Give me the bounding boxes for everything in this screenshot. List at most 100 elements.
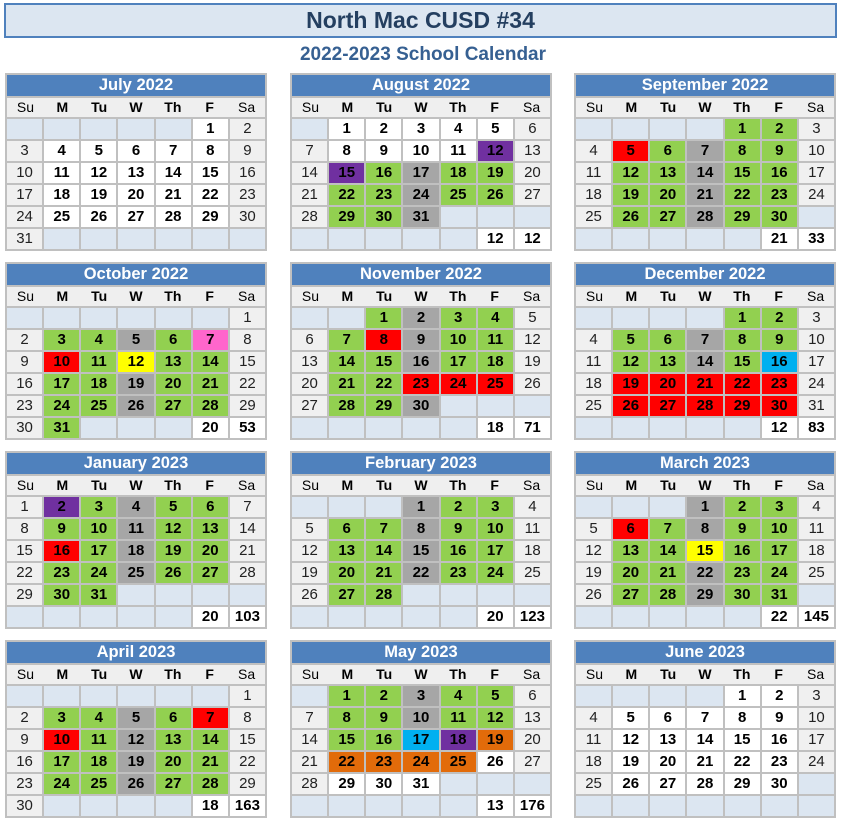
day-cell: 21 bbox=[329, 374, 365, 394]
day-cell: 8 bbox=[724, 141, 760, 161]
day-cell: 19 bbox=[613, 752, 649, 772]
weekday-label: W bbox=[129, 99, 143, 115]
empty-cell bbox=[576, 686, 612, 706]
day-cell: 17 bbox=[477, 541, 513, 561]
empty-cell bbox=[44, 607, 80, 627]
empty-cell bbox=[329, 607, 365, 627]
day-cell: 26 bbox=[613, 207, 649, 227]
weekday-label: Su bbox=[585, 99, 603, 115]
day-cell: 18 bbox=[440, 163, 476, 183]
weekday-label: W bbox=[698, 288, 712, 304]
day-cell: 20 bbox=[155, 374, 191, 394]
day-cell: 1 bbox=[229, 308, 265, 328]
empty-cell bbox=[118, 308, 154, 328]
day-cell: 16 bbox=[366, 730, 402, 750]
day-cell: 3 bbox=[798, 119, 834, 139]
day-cell: 12 bbox=[477, 141, 513, 161]
day-cell: 22 bbox=[229, 374, 265, 394]
month-april-2023: April 2023 Su M Tu W Th F Sa 1 2 3 4 5 6 7 8 9 10 11 12 13 14… bbox=[5, 640, 267, 818]
day-grid: 1 2 3 4 5 6 7 8 9 10 11 12 13 14 15 16 17 18 19 20 21 22 23 24 2… bbox=[576, 497, 834, 627]
day-cell: 23 bbox=[7, 774, 43, 794]
weekday-label: Su bbox=[16, 666, 34, 682]
day-cell: 16 bbox=[403, 352, 439, 372]
weekday-label: F bbox=[774, 99, 783, 115]
day-cell: 28 bbox=[650, 585, 686, 605]
day-cell: 10 bbox=[44, 352, 80, 372]
day-cell: 15 bbox=[366, 352, 402, 372]
empty-cell bbox=[650, 796, 686, 816]
cumulative-days-total: 145 bbox=[798, 607, 834, 627]
empty-cell bbox=[366, 229, 402, 249]
day-cell: 1 bbox=[403, 497, 439, 517]
empty-cell bbox=[576, 418, 612, 438]
empty-cell bbox=[329, 308, 365, 328]
day-cell: 27 bbox=[650, 774, 686, 794]
day-cell: 2 bbox=[440, 497, 476, 517]
day-cell: 28 bbox=[292, 774, 328, 794]
day-cell: 17 bbox=[761, 541, 797, 561]
day-cell: 22 bbox=[724, 752, 760, 772]
weekday-label: M bbox=[56, 666, 69, 682]
day-cell: 4 bbox=[440, 119, 476, 139]
empty-cell bbox=[229, 585, 265, 605]
day-cell: 3 bbox=[798, 308, 834, 328]
empty-cell bbox=[292, 497, 328, 517]
month-header: December 2022 bbox=[576, 264, 834, 285]
day-cell: 7 bbox=[687, 141, 723, 161]
empty-cell bbox=[81, 418, 117, 438]
day-cell: 27 bbox=[155, 396, 191, 416]
weekday-label: Th bbox=[164, 477, 182, 493]
empty-cell bbox=[687, 308, 723, 328]
weekday-label: F bbox=[774, 477, 783, 493]
day-cell: 25 bbox=[440, 185, 476, 205]
day-cell: 10 bbox=[761, 519, 797, 539]
day-cell: 17 bbox=[44, 752, 80, 772]
weekday-label: Th bbox=[733, 477, 751, 493]
day-cell: 20 bbox=[192, 541, 228, 561]
day-cell: 26 bbox=[576, 585, 612, 605]
day-cell: 12 bbox=[155, 519, 191, 539]
day-cell: 20 bbox=[292, 374, 328, 394]
day-cell: 9 bbox=[761, 141, 797, 161]
weekday-label: Tu bbox=[91, 666, 108, 682]
day-cell: 12 bbox=[514, 330, 550, 350]
day-cell: 21 bbox=[687, 752, 723, 772]
empty-cell bbox=[613, 308, 649, 328]
day-cell: 10 bbox=[81, 519, 117, 539]
day-cell: 26 bbox=[613, 774, 649, 794]
weekday-label: Sa bbox=[523, 477, 541, 493]
day-cell: 14 bbox=[687, 730, 723, 750]
day-grid: 1 2 3 4 5 6 7 8 9 10 11 12 13 14 15 16 17 18 19 20 21 22 23 24 2… bbox=[7, 497, 265, 627]
empty-cell bbox=[724, 796, 760, 816]
day-cell: 8 bbox=[724, 330, 760, 350]
day-cell: 15 bbox=[724, 730, 760, 750]
weekday-label: W bbox=[414, 477, 428, 493]
empty-cell bbox=[118, 607, 154, 627]
weekday-label: W bbox=[129, 666, 143, 682]
day-cell: 17 bbox=[403, 730, 439, 750]
weekday-label: W bbox=[129, 288, 143, 304]
day-cell: 3 bbox=[798, 686, 834, 706]
day-cell: 5 bbox=[613, 330, 649, 350]
weekday-label: Tu bbox=[91, 99, 108, 115]
empty-cell bbox=[687, 607, 723, 627]
empty-cell bbox=[44, 686, 80, 706]
weekday-label: M bbox=[56, 288, 69, 304]
day-cell: 31 bbox=[7, 229, 43, 249]
empty-cell bbox=[576, 607, 612, 627]
day-cell: 27 bbox=[118, 207, 154, 227]
empty-cell bbox=[403, 585, 439, 605]
empty-cell bbox=[366, 796, 402, 816]
weekday-label: Sa bbox=[807, 288, 825, 304]
day-cell: 1 bbox=[687, 497, 723, 517]
weekday-label: Sa bbox=[523, 99, 541, 115]
weekday-header-row: Su M Tu W Th F Sa bbox=[576, 98, 834, 117]
empty-cell bbox=[650, 308, 686, 328]
day-cell: 29 bbox=[229, 774, 265, 794]
day-cell: 11 bbox=[118, 519, 154, 539]
day-cell: 1 bbox=[724, 119, 760, 139]
day-cell: 20 bbox=[650, 374, 686, 394]
day-cell: 12 bbox=[477, 708, 513, 728]
empty-cell bbox=[477, 774, 513, 794]
day-cell: 7 bbox=[687, 330, 723, 350]
